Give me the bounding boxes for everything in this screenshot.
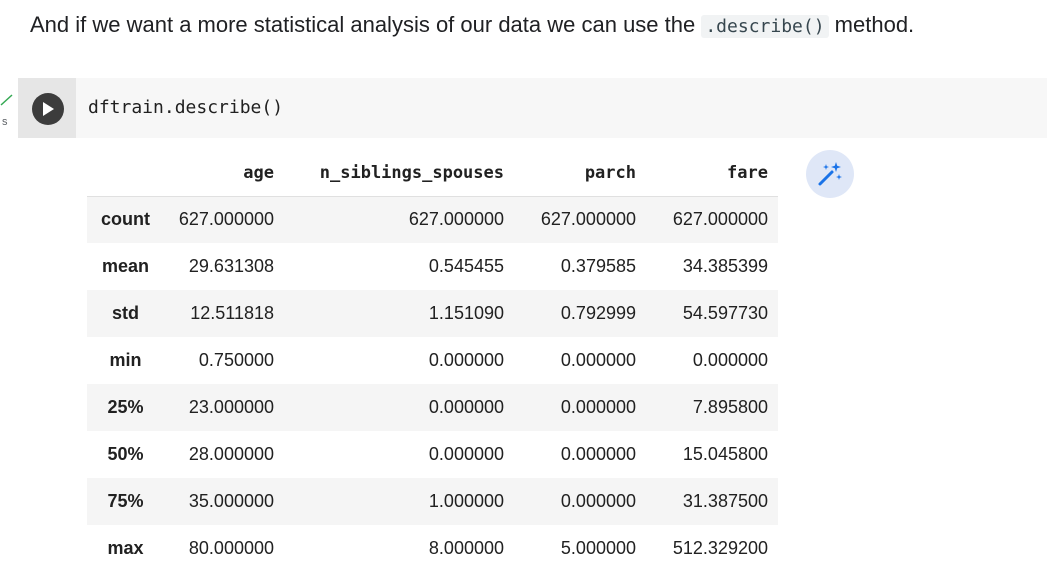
cell-fare: 54.597730 [682, 303, 768, 323]
run-cell-button[interactable] [32, 93, 64, 125]
row-index: count [101, 209, 150, 230]
row-index: 50% [107, 444, 144, 464]
row-index: max [107, 538, 144, 558]
checkmark-icon [0, 94, 13, 106]
column-header-n-siblings-spouses: n_siblings_spouses [284, 150, 514, 197]
cell-age: 12.511818 [190, 303, 274, 323]
cell-parch: 5.000000 [560, 538, 636, 558]
markdown-text-before: And if we want a more statistical analys… [30, 12, 702, 37]
inline-code: .describe() [701, 15, 829, 38]
cell-parch: 0.000000 [560, 491, 636, 511]
column-header-fare: fare [646, 150, 778, 197]
code-editor-line[interactable]: dftrain.describe() [88, 97, 284, 118]
table-row: std 12.511818 1.151090 0.792999 54.59773… [87, 290, 778, 337]
table-row: 50% 28.000000 0.000000 0.000000 15.04580… [87, 431, 778, 478]
cell-fare: 512.329200 [672, 538, 768, 558]
column-header-index [87, 150, 164, 197]
row-index: min [109, 350, 142, 370]
describe-output-table: age n_siblings_spouses parch fare count … [87, 150, 778, 572]
cell-n-siblings-spouses: 627.000000 [408, 209, 504, 230]
cell-fare: 7.895800 [692, 397, 768, 417]
cell-age: 29.631308 [188, 256, 274, 276]
row-index: 25% [107, 397, 144, 417]
cell-n-siblings-spouses: 0.000000 [428, 350, 504, 370]
cell-fare: 627.000000 [672, 209, 768, 230]
cell-n-siblings-spouses: 8.000000 [428, 538, 504, 558]
table-header-row: age n_siblings_spouses parch fare [87, 150, 778, 197]
cell-n-siblings-spouses: 1.000000 [428, 491, 504, 511]
cell-fare: 34.385399 [682, 256, 768, 276]
cell-fare: 15.045800 [682, 444, 768, 464]
markdown-text-after: method. [828, 12, 915, 37]
column-header-age: age [164, 150, 284, 197]
cell-parch: 0.000000 [560, 397, 636, 417]
cell-parch: 0.792999 [560, 303, 636, 323]
cell-output [18, 138, 1047, 587]
table-row: 25% 23.000000 0.000000 0.000000 7.895800 [87, 384, 778, 431]
cell-parch: 627.000000 [540, 209, 636, 230]
cell-age: 627.000000 [178, 209, 274, 230]
column-header-parch: parch [514, 150, 646, 197]
row-index: std [112, 303, 139, 323]
cell-age: 35.000000 [188, 491, 274, 511]
cell-n-siblings-spouses: 1.151090 [428, 303, 504, 323]
row-index: 75% [107, 491, 144, 511]
row-index: mean [101, 256, 150, 276]
table-row: mean 29.631308 0.545455 0.379585 34.3853… [87, 243, 778, 290]
cell-age: 0.750000 [198, 350, 274, 370]
cell-parch: 0.000000 [560, 444, 636, 464]
play-icon [43, 102, 54, 116]
cell-n-siblings-spouses: 0.545455 [428, 256, 504, 276]
cell-age: 28.000000 [188, 444, 274, 464]
execution-status: s [0, 94, 18, 134]
cell-n-siblings-spouses: 0.000000 [428, 444, 504, 464]
table-row: 75% 35.000000 1.000000 0.000000 31.38750… [87, 478, 778, 525]
cell-age: 23.000000 [188, 397, 274, 417]
cell-fare: 31.387500 [682, 491, 768, 511]
cell-fare: 0.000000 [692, 350, 768, 370]
cell-parch: 0.000000 [560, 350, 636, 370]
cell-n-siblings-spouses: 0.000000 [428, 397, 504, 417]
magic-wand-icon [818, 162, 842, 186]
suggest-chart-button[interactable] [806, 150, 854, 198]
cell-parch: 0.379585 [560, 256, 636, 276]
table-row: max 80.000000 8.000000 5.000000 512.3292… [87, 525, 778, 572]
markdown-text-cell: And if we want a more statistical analys… [30, 12, 914, 38]
table-row: min 0.750000 0.000000 0.000000 0.000000 [87, 337, 778, 384]
execution-time: s [2, 116, 8, 128]
table-row: count 627.000000 627.000000 627.000000 6… [87, 196, 778, 243]
cell-age: 80.000000 [188, 538, 274, 558]
